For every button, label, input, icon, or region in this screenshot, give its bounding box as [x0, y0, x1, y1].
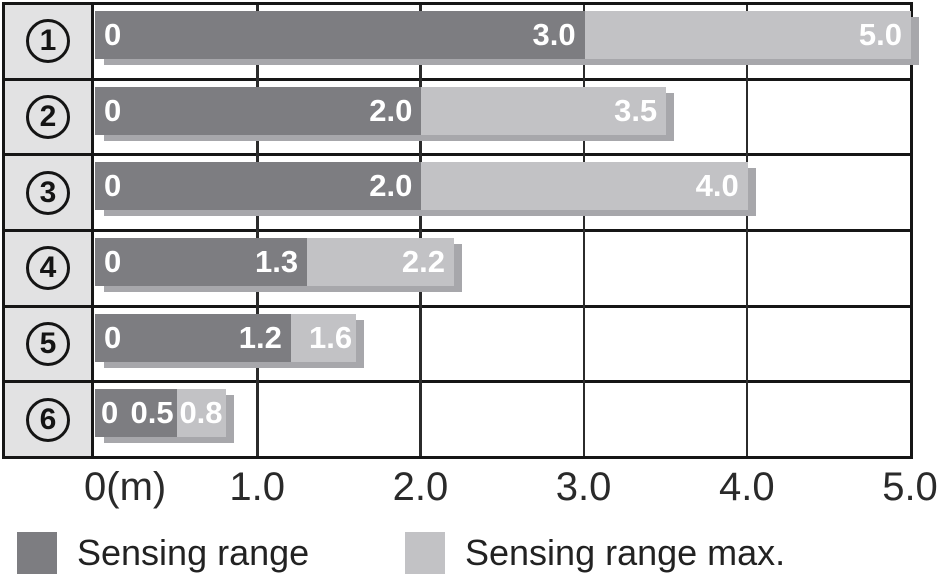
row-plot-area: 0 3.0 5.0: [94, 5, 919, 78]
x-axis-origin-label: 0(m): [84, 465, 167, 509]
chart-row: 2 0 2.0 3.5: [5, 80, 910, 157]
bar-sensing-value: 2.0: [369, 168, 413, 204]
legend-item-sensing-range: Sensing range: [17, 532, 309, 574]
legend-swatch-dark: [17, 532, 57, 574]
x-axis-tick-label: 3.0: [555, 465, 612, 509]
bar-zero-label: 0: [104, 92, 122, 128]
row-category: 2: [5, 80, 94, 154]
bar-sensing-range: 0 2.0: [95, 86, 422, 135]
bar: 0 0.5 0.8: [95, 389, 234, 444]
row-plot-area: 0 1.2 1.6: [94, 308, 910, 381]
gridline: [582, 5, 586, 456]
circled-number: 4: [26, 246, 70, 291]
bar-max-value: 5.0: [858, 17, 902, 52]
row-category: 6: [5, 383, 94, 457]
bar: 0 1.3 2.2: [95, 238, 463, 293]
bar-zero-label: 0: [104, 319, 122, 355]
bar-sensing-range-max: 5.0: [584, 11, 911, 59]
bar-sensing-range-max: 4.0: [421, 162, 748, 211]
legend-item-sensing-range-max: Sensing range max.: [405, 532, 785, 574]
row-category: 3: [5, 156, 94, 230]
row-category: 4: [5, 232, 94, 305]
bar-sensing-range: 0 0.5: [95, 389, 177, 438]
bar-sensing-value: 3.0: [532, 17, 576, 52]
bar-sensing-value: 1.3: [255, 244, 299, 280]
x-axis-tick-label: 5.0: [882, 465, 938, 509]
chart-row: 1 0 3.0 5.0: [5, 5, 919, 81]
legend-label: Sensing range max.: [465, 532, 786, 573]
bar-sensing-range: 0 1.2: [95, 313, 291, 362]
bar: 0 3.0 5.0: [95, 11, 919, 65]
row-plot-area: 0 1.3 2.2: [94, 232, 910, 305]
bar-sensing-range: 0 3.0: [95, 11, 585, 59]
bar: 0 1.2 1.6: [95, 313, 365, 368]
chart-row: 4 0 1.3 2.2: [5, 232, 910, 308]
circled-number: 2: [26, 95, 70, 139]
bar-zero-label: 0: [101, 395, 119, 431]
x-axis: 0(m) 1.0 2.0 3.0 4.0 5.0: [84, 465, 938, 509]
row-plot-area: 0 0.5 0.8: [94, 383, 910, 456]
bar-max-value: 0.8: [179, 395, 223, 431]
chart-row: 5 0 1.2 1.6: [5, 307, 910, 384]
bar-zero-label: 0: [104, 244, 122, 280]
chart-row: 6 0 0.5 0.8: [5, 383, 910, 457]
row-category: 5: [5, 307, 94, 381]
bar-sensing-range-max: 3.5: [421, 86, 667, 135]
bar: 0 2.0 4.0: [95, 162, 756, 217]
chart-row: 3 0 2.0 4.0: [5, 156, 910, 233]
circled-number: 3: [26, 170, 70, 215]
bar: 0 2.0 3.5: [95, 86, 675, 141]
bar-max-value: 1.6: [308, 319, 353, 355]
gridline: [745, 5, 749, 456]
bar-max-value: 2.2: [401, 244, 446, 280]
circled-number: 5: [26, 322, 70, 367]
gridline: [419, 5, 422, 456]
bar-max-value: 4.0: [695, 168, 739, 204]
legend-swatch-light: [405, 532, 445, 574]
chart-grid: 1 0 3.0 5.0 2: [2, 2, 919, 459]
bar-sensing-range: 0 2.0: [95, 162, 422, 211]
bar-sensing-range-max: 0.8: [176, 389, 226, 438]
bar-sensing-value: 2.0: [369, 92, 413, 128]
x-axis-tick-label: 1.0: [229, 465, 285, 509]
row-plot-area: 0 2.0 3.5: [94, 81, 910, 154]
x-gridlines: [94, 5, 910, 456]
row-plot-area: 0 2.0 4.0: [94, 156, 910, 229]
gridline: [256, 5, 259, 456]
legend: Sensing range Sensing range max.: [0, 532, 940, 574]
circled-number: 6: [26, 397, 70, 442]
bar-sensing-range: 0 1.3: [95, 238, 308, 287]
bar-zero-label: 0: [104, 168, 122, 204]
x-axis-tick-label: 2.0: [392, 465, 449, 509]
bar-max-value: 3.5: [614, 92, 658, 128]
bar-zero-label: 0: [104, 17, 122, 52]
row-category: 1: [5, 5, 94, 78]
bar-sensing-value: 0.5: [130, 395, 174, 431]
circled-number: 1: [26, 19, 70, 64]
bar-sensing-value: 1.2: [238, 319, 282, 355]
bar-sensing-range-max: 1.6: [290, 313, 357, 362]
x-axis-tick-label: 4.0: [718, 465, 775, 509]
bar-sensing-range-max: 2.2: [307, 238, 455, 287]
legend-label: Sensing range: [77, 532, 310, 573]
